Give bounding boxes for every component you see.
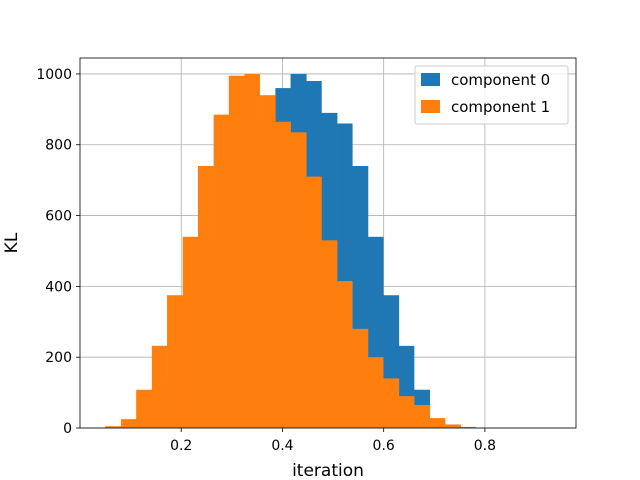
x-tick-label: 0.4 (271, 438, 293, 454)
histogram-bar-component-1 (259, 95, 276, 428)
histogram-bar-component-1 (429, 418, 446, 428)
histogram-bar-component-1 (213, 114, 230, 428)
histogram-bar-component-1 (383, 378, 400, 428)
histogram-bar-component-1 (337, 281, 353, 428)
x-tick-label: 0.8 (474, 438, 496, 454)
legend-swatch-component-1 (421, 100, 440, 113)
bars (105, 73, 477, 429)
histogram-bar-component-1 (306, 176, 322, 428)
y-tick-label: 1000 (36, 67, 72, 83)
plot-area-frame (79, 57, 577, 429)
histogram-bar-component-1 (244, 73, 260, 428)
y-tick-label: 800 (45, 138, 72, 154)
histogram-bar-component-1 (197, 165, 214, 429)
legend: component 0 component 1 (414, 65, 569, 125)
histogram-bar-component-1 (290, 132, 307, 428)
legend-swatch-component-0 (421, 73, 440, 86)
histogram-bar-component-1 (120, 419, 137, 428)
histogram-bar-component-1 (136, 389, 153, 428)
y-tick-label: 600 (45, 209, 72, 225)
histogram-bar-component-1 (182, 236, 199, 428)
histogram-bar-component-1 (228, 75, 245, 429)
histogram-bar-component-1 (167, 295, 184, 428)
histogram-bar-component-1 (352, 328, 369, 428)
y-axis-ticks: 0 200 400 600 800 1000 (36, 67, 80, 437)
histogram-bar-component-1 (414, 404, 431, 428)
y-tick-label: 200 (45, 350, 72, 366)
x-axis-label: iteration (292, 461, 364, 480)
legend-label-component-0: component 0 (451, 71, 550, 89)
y-tick-label: 400 (45, 279, 72, 295)
histogram-bar-component-1 (321, 240, 338, 428)
x-tick-label: 0.2 (170, 438, 192, 454)
legend-label-component-1: component 1 (451, 98, 550, 116)
x-tick-label: 0.6 (373, 438, 395, 454)
histogram-bar-component-1 (275, 121, 291, 428)
histogram-bar-component-1 (444, 424, 461, 428)
y-tick-label: 0 (63, 421, 72, 437)
histogram-bar-component-1 (151, 345, 168, 428)
legend-box (414, 65, 569, 125)
histogram-bar-component-1 (460, 426, 477, 428)
histogram-bar-component-1 (367, 357, 384, 428)
histogram-bar-component-1 (398, 396, 415, 428)
y-axis-label: KL (2, 232, 22, 253)
x-axis-ticks: 0.2 0.4 0.6 0.8 (170, 428, 496, 454)
histogram-bar-component-1 (105, 426, 122, 428)
